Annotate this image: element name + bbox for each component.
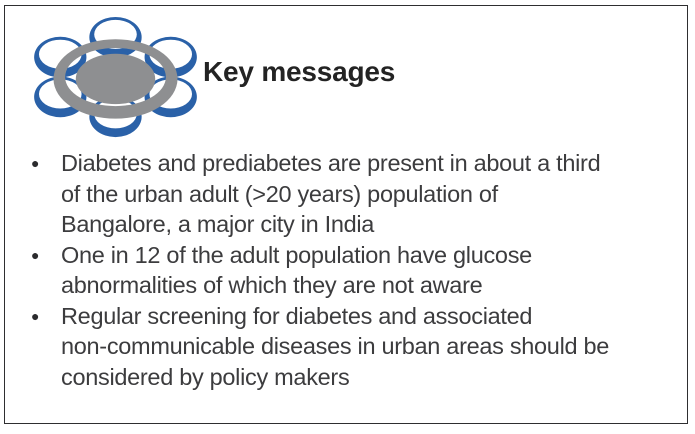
- bullet-icon: ●: [31, 155, 40, 171]
- bullet-text: One in 12 of the adult population have g…: [61, 241, 532, 299]
- list-item: ● Regular screening for diabetes and ass…: [29, 301, 669, 393]
- logo-center: [53, 39, 178, 119]
- list-item: ● Diabetes and prediabetes are present i…: [29, 148, 669, 240]
- flower-rings-logo-icon: [34, 16, 197, 138]
- key-messages-header: Key messages: [5, 6, 687, 140]
- key-messages-box: Key messages ● Diabetes and prediabetes …: [4, 5, 688, 424]
- list-item: ● One in 12 of the adult population have…: [29, 240, 669, 301]
- page-title: Key messages: [203, 56, 396, 87]
- bullet-icon: ●: [31, 246, 40, 263]
- key-messages-list: ● Diabetes and prediabetes are present i…: [5, 148, 687, 392]
- bullet-text: Regular screening for diabetes and assoc…: [61, 302, 610, 390]
- bullet-text: Diabetes and prediabetes are present in …: [61, 150, 601, 237]
- bullet-icon: ●: [31, 307, 40, 324]
